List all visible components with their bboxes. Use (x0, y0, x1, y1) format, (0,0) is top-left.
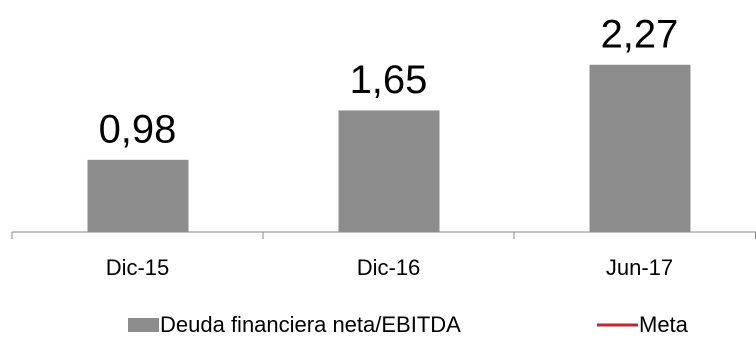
data-label: 1,65 (350, 58, 428, 102)
x-tick-label: Dic-16 (357, 255, 421, 280)
bar (589, 64, 691, 232)
legend-label: Deuda financiera neta/EBITDA (160, 312, 461, 337)
bar (87, 159, 189, 232)
x-tick-label: Jun-17 (606, 255, 673, 280)
x-tick-label: Dic-15 (106, 255, 170, 280)
data-label: 2,27 (601, 12, 679, 56)
data-label: 0,98 (99, 107, 177, 151)
legend-label: Meta (639, 312, 689, 337)
bar (338, 110, 440, 232)
legend-swatch (128, 318, 159, 332)
